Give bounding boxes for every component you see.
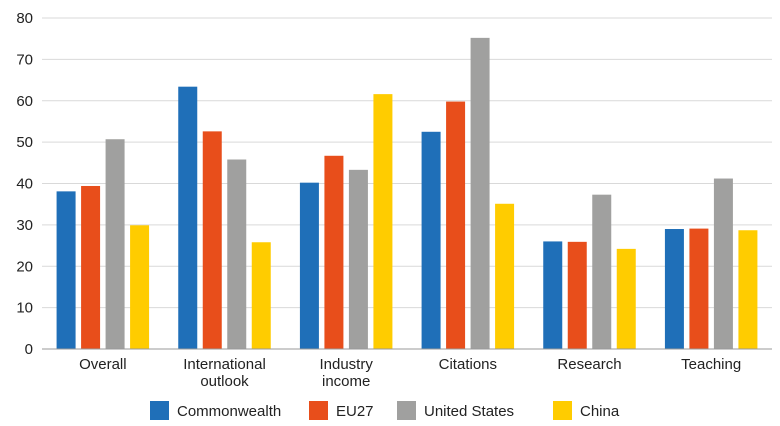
- legend-item-united-states: United States: [397, 401, 514, 420]
- bar-united-states: [592, 194, 612, 349]
- bar-united-states: [713, 178, 733, 349]
- y-tick-label: 20: [16, 258, 33, 275]
- bar-united-states: [105, 139, 125, 349]
- y-tick-label: 30: [16, 217, 33, 234]
- legend-item-eu27: EU27: [309, 401, 374, 420]
- x-category-label: outlook: [200, 373, 249, 390]
- x-category-label: income: [322, 373, 370, 390]
- bar-commonwealth: [543, 241, 563, 349]
- legend-label: Commonwealth: [177, 403, 281, 420]
- legend-swatch: [553, 401, 572, 420]
- gridlines: [42, 17, 772, 309]
- legend: Commonwealth EU27 United States China: [150, 401, 620, 420]
- bar-eu27: [324, 155, 344, 349]
- bar-eu27: [446, 101, 466, 349]
- y-tick-label: 0: [25, 341, 33, 358]
- bar-united-states: [227, 159, 247, 349]
- bars: [56, 37, 758, 350]
- bar-eu27: [689, 228, 709, 349]
- bar-eu27: [202, 131, 222, 349]
- y-axis: 0 10 20 30 40 50 60 70 80: [16, 10, 33, 358]
- bar-commonwealth: [664, 229, 684, 349]
- bar-commonwealth: [56, 191, 76, 349]
- bar-commonwealth: [178, 86, 198, 350]
- legend-item-commonwealth: Commonwealth: [150, 401, 281, 420]
- bar-eu27: [567, 241, 587, 349]
- y-tick-label: 40: [16, 176, 33, 193]
- bar-commonwealth: [299, 182, 319, 349]
- legend-label: United States: [424, 403, 514, 420]
- y-tick-label: 80: [16, 10, 33, 27]
- bar-china: [616, 248, 636, 349]
- legend-swatch: [397, 401, 416, 420]
- y-tick-label: 70: [16, 51, 33, 68]
- legend-item-china: China: [553, 401, 620, 420]
- bar-china: [495, 203, 515, 349]
- bar-commonwealth: [421, 131, 441, 349]
- y-tick-label: 60: [16, 93, 33, 110]
- x-category-label: Teaching: [681, 356, 741, 373]
- bar-united-states: [348, 169, 368, 349]
- x-category-label: Industry: [319, 356, 373, 373]
- x-category-label: International: [183, 356, 266, 373]
- y-tick-label: 10: [16, 300, 33, 317]
- x-category-label: Overall: [79, 356, 127, 373]
- y-tick-label: 50: [16, 134, 33, 151]
- x-category-label: Research: [557, 356, 621, 373]
- bar-united-states: [470, 37, 490, 350]
- bar-china: [373, 94, 393, 349]
- x-category-label: Citations: [439, 356, 497, 373]
- legend-swatch: [309, 401, 328, 420]
- bar-china: [738, 230, 758, 349]
- bar-china: [251, 242, 271, 349]
- legend-label: EU27: [336, 403, 374, 420]
- bar-eu27: [81, 185, 101, 349]
- bar-china: [130, 225, 150, 349]
- legend-swatch: [150, 401, 169, 420]
- legend-label: China: [580, 403, 620, 420]
